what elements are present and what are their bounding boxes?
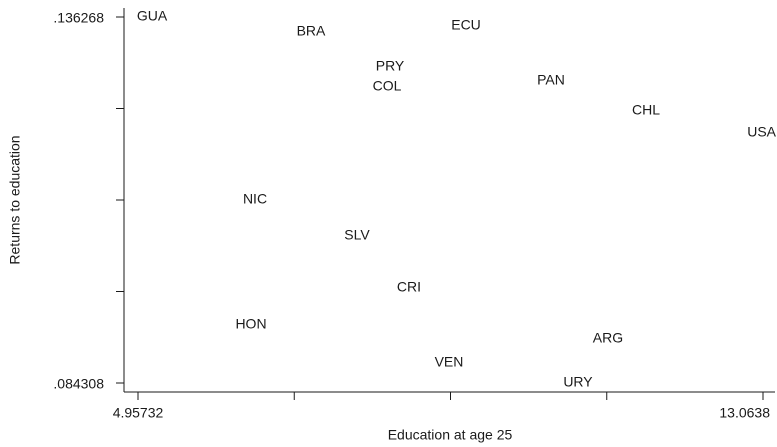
point-label: PAN (537, 72, 565, 88)
point-label: CRI (397, 279, 421, 295)
point-label: URY (563, 374, 593, 390)
point-label: NIC (243, 191, 267, 207)
point-label: GUA (137, 8, 168, 24)
point-label: ECU (451, 17, 481, 33)
point-label: CHL (632, 102, 660, 118)
y-axis-title: Returns to education (7, 135, 23, 264)
point-label: HON (235, 316, 266, 332)
point-label: PRY (376, 58, 405, 74)
x-tick-label: 4.95732 (113, 405, 164, 421)
x-tick-label: 13.0638 (719, 405, 770, 421)
x-axis-title: Education at age 25 (388, 427, 513, 443)
point-label: SLV (344, 227, 370, 243)
point-label: ARG (593, 330, 623, 346)
y-tick-label: .084308 (53, 376, 104, 392)
y-tick-label: .136268 (53, 10, 104, 26)
point-label: USA (747, 124, 776, 140)
point-label: BRA (297, 23, 326, 39)
point-label: COL (373, 78, 402, 94)
point-label: VEN (435, 354, 464, 370)
